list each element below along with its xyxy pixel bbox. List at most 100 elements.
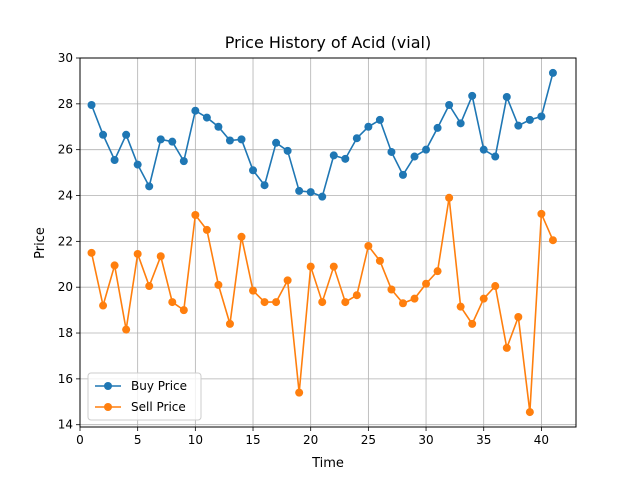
data-point-buy-price	[306, 188, 315, 197]
data-point-buy-price	[87, 100, 96, 109]
y-tick-label: 26	[58, 143, 73, 157]
data-point-sell-price	[422, 279, 431, 288]
data-point-sell-price	[214, 280, 223, 289]
data-point-buy-price	[468, 91, 477, 100]
legend: Buy Price Sell Price	[87, 372, 202, 421]
series-buy-price	[87, 68, 557, 201]
y-tick-label: 22	[58, 234, 73, 248]
chart-title: Price History of Acid (vial)	[225, 33, 431, 52]
data-point-sell-price	[191, 210, 200, 219]
data-point-sell-price	[341, 298, 350, 307]
data-point-buy-price	[514, 121, 523, 130]
data-point-sell-price	[249, 286, 258, 295]
data-point-sell-price	[456, 302, 465, 311]
data-point-sell-price	[202, 225, 211, 234]
data-point-buy-price	[445, 100, 454, 109]
data-point-buy-price	[202, 113, 211, 122]
data-point-sell-price	[364, 241, 373, 250]
data-point-sell-price	[272, 298, 281, 307]
data-point-sell-price	[295, 388, 304, 397]
data-point-buy-price	[191, 106, 200, 115]
ticks: 0 5 10 15 20 25 30 35 40 14 16 18 20 22 24 26 28 30	[58, 51, 549, 447]
data-point-sell-price	[387, 285, 396, 294]
data-point-buy-price	[502, 92, 511, 101]
data-point-buy-price	[364, 122, 373, 131]
data-point-buy-price	[410, 152, 419, 161]
data-point-buy-price	[491, 152, 500, 161]
data-point-sell-price	[491, 282, 500, 291]
data-point-buy-price	[249, 166, 258, 175]
data-point-sell-price	[410, 294, 419, 303]
data-point-sell-price	[502, 343, 511, 352]
y-tick-label: 24	[58, 189, 73, 203]
data-point-buy-price	[479, 145, 488, 154]
data-point-sell-price	[283, 276, 292, 285]
x-tick-label: 30	[418, 433, 433, 447]
data-point-buy-price	[110, 155, 119, 164]
y-tick-label: 14	[58, 418, 73, 432]
legend-label: Buy Price	[131, 379, 187, 393]
data-point-sell-price	[237, 232, 246, 241]
data-point-buy-price	[433, 123, 442, 132]
x-tick-label: 20	[303, 433, 318, 447]
legend-label: Sell Price	[131, 400, 186, 414]
data-point-sell-price	[548, 236, 557, 245]
x-axis-label: Time	[311, 456, 344, 471]
data-point-sell-price	[145, 282, 154, 291]
data-point-buy-price	[387, 147, 396, 156]
data-point-sell-price	[525, 408, 534, 417]
data-point-sell-price	[398, 299, 407, 308]
legend-swatch-marker	[104, 382, 112, 390]
data-point-buy-price	[156, 135, 165, 144]
data-point-buy-price	[548, 68, 557, 77]
legend-swatch-marker	[104, 403, 112, 411]
data-point-buy-price	[145, 182, 154, 191]
data-point-buy-price	[295, 186, 304, 195]
data-point-sell-price	[133, 249, 142, 258]
data-point-buy-price	[272, 138, 281, 147]
data-point-buy-price	[398, 170, 407, 179]
data-point-sell-price	[479, 294, 488, 303]
data-point-sell-price	[99, 301, 108, 310]
x-tick-label: 35	[476, 433, 491, 447]
data-point-buy-price	[168, 137, 177, 146]
data-point-buy-price	[99, 130, 108, 139]
data-point-buy-price	[375, 115, 384, 124]
y-tick-label: 18	[58, 326, 73, 340]
data-point-buy-price	[260, 181, 269, 190]
data-point-sell-price	[179, 306, 188, 315]
x-tick-label: 40	[534, 433, 549, 447]
x-tick-label: 15	[245, 433, 260, 447]
data-point-sell-price	[445, 193, 454, 202]
y-tick-label: 28	[58, 97, 73, 111]
data-point-buy-price	[537, 112, 546, 121]
y-tick-label: 16	[58, 372, 73, 386]
data-point-sell-price	[156, 252, 165, 261]
data-point-sell-price	[306, 262, 315, 271]
data-point-buy-price	[122, 130, 131, 139]
data-point-sell-price	[329, 262, 338, 271]
x-tick-label: 5	[134, 433, 142, 447]
data-point-sell-price	[87, 248, 96, 257]
data-point-sell-price	[168, 298, 177, 307]
data-point-sell-price	[468, 319, 477, 328]
data-point-buy-price	[329, 151, 338, 160]
data-point-buy-price	[237, 135, 246, 144]
data-point-buy-price	[214, 122, 223, 131]
data-point-sell-price	[318, 298, 327, 307]
legend-item-sell-price: Sell Price	[95, 400, 186, 414]
data-point-sell-price	[352, 291, 361, 300]
x-tick-label: 25	[361, 433, 376, 447]
data-point-sell-price	[110, 261, 119, 270]
y-tick-label: 20	[58, 280, 73, 294]
data-point-sell-price	[514, 312, 523, 321]
data-point-buy-price	[225, 136, 234, 145]
data-point-buy-price	[318, 192, 327, 201]
data-point-buy-price	[352, 134, 361, 143]
data-point-sell-price	[375, 256, 384, 265]
x-tick-label: 10	[188, 433, 203, 447]
plot-frame	[79, 57, 577, 428]
x-tick-label: 0	[76, 433, 84, 447]
